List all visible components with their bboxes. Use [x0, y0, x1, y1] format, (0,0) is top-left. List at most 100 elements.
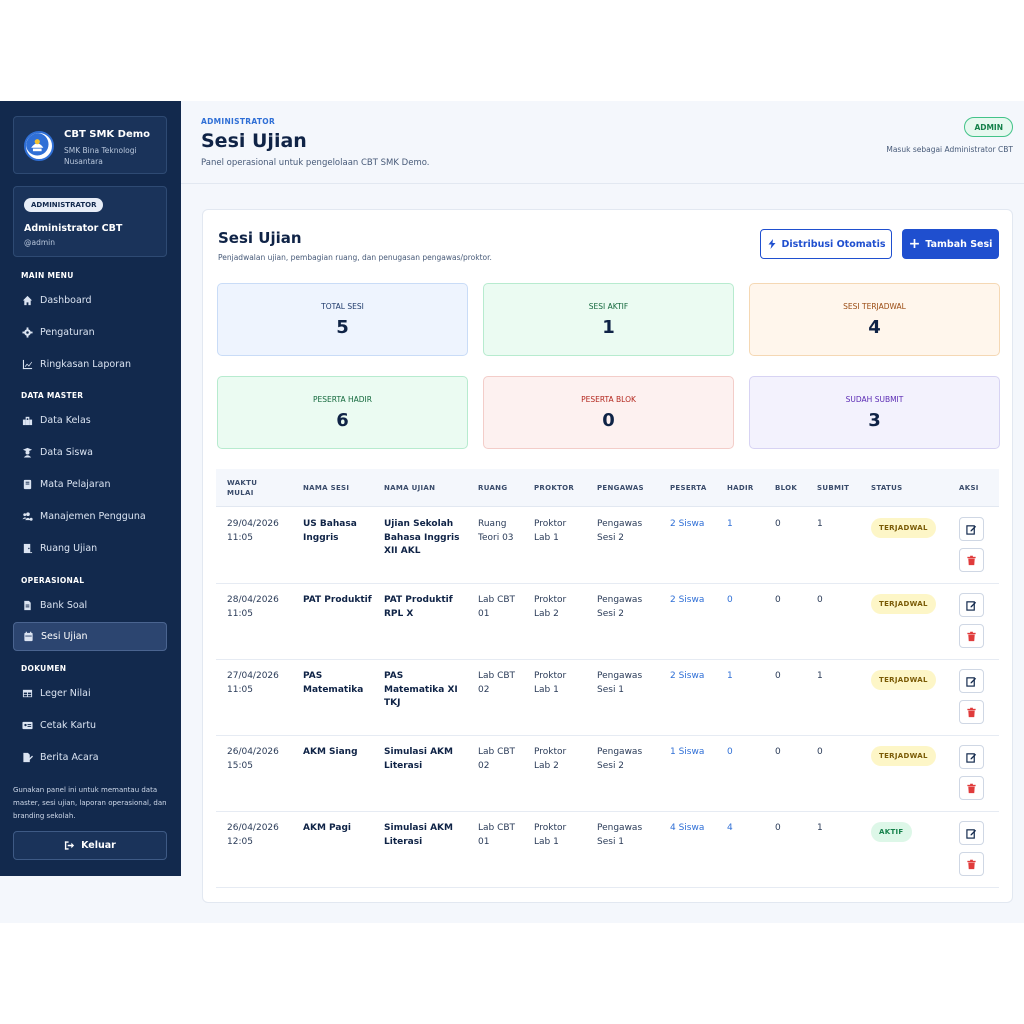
sidebar-item-leger-nilai[interactable]: Leger Nilai — [13, 679, 167, 708]
cell-nama-ujian: Simulasi AKM Literasi — [384, 747, 453, 771]
sidebar-item-label: Mata Pelajaran — [40, 479, 111, 490]
sidebar-item-label: Ruang Ujian — [40, 543, 98, 554]
cell-hadir: 1 — [727, 519, 733, 529]
logout-button[interactable]: Keluar — [13, 831, 167, 860]
stat-label: SUDAH SUBMIT — [845, 395, 904, 404]
cell-nama-ujian: Simulasi AKM Literasi — [384, 823, 453, 847]
tambah-sesi-label: Tambah Sesi — [925, 238, 993, 250]
status-badge: TERJADWAL — [871, 518, 936, 538]
page-title: Sesi Ujian — [201, 130, 307, 152]
cell-ruang: Ruang Teori 03 — [478, 519, 514, 543]
sidebar-item-ruang-ujian[interactable]: Ruang Ujian — [13, 534, 167, 563]
delete-button[interactable] — [959, 624, 984, 648]
cell-hadir: 1 — [727, 671, 733, 681]
stat-label: PESERTA HADIR — [313, 395, 372, 404]
section-dokumen: DOKUMEN — [21, 664, 67, 673]
cell-blok: 0 — [775, 671, 781, 681]
users-cog-icon — [21, 511, 33, 523]
table-row: 28/04/2026 11:05 PAT Produktif PAT Produ… — [216, 584, 999, 660]
edit-button[interactable] — [959, 517, 984, 541]
th-blok: BLOK — [775, 484, 798, 492]
edit-button[interactable] — [959, 745, 984, 769]
edit-button[interactable] — [959, 821, 984, 845]
tambah-sesi-button[interactable]: + Tambah Sesi — [902, 229, 999, 259]
sidebar-item-data-siswa[interactable]: Data Siswa — [13, 438, 167, 467]
edit-button[interactable] — [959, 669, 984, 693]
section-data-master: DATA MASTER — [21, 391, 84, 400]
table-row: 26/04/2026 12:05 AKM Pagi Simulasi AKM L… — [216, 812, 999, 888]
home-icon — [21, 295, 33, 307]
cell-pengawas: Pengawas Sesi 2 — [597, 519, 643, 543]
sidebar-item-label: Data Siswa — [40, 447, 93, 458]
cell-ruang: Lab CBT 01 — [478, 595, 516, 619]
trash-icon — [967, 555, 976, 565]
stat-label: SESI AKTIF — [588, 302, 629, 311]
sidebar-item-dashboard[interactable]: Dashboard — [13, 286, 167, 315]
user-graduate-icon — [21, 447, 33, 459]
status-badge: TERJADWAL — [871, 594, 936, 614]
cell-waktu: 27/04/2026 11:05 — [227, 671, 279, 695]
sidebar-item-manajemen-pengguna[interactable]: Manajemen Pengguna — [13, 502, 167, 531]
stat-sesi-aktif: SESI AKTIF 1 — [483, 283, 734, 356]
th-submit: SUBMIT — [817, 484, 850, 492]
cell-proktor: Proktor Lab 1 — [534, 823, 567, 847]
cell-peserta: 4 Siswa — [670, 823, 705, 833]
stat-sesi-terjadwal: SESI TERJADWAL 4 — [749, 283, 1000, 356]
distribusi-label: Distribusi Otomatis — [781, 238, 886, 250]
cell-peserta: 2 Siswa — [670, 595, 705, 605]
stat-peserta-hadir: PESERTA HADIR 6 — [217, 376, 468, 449]
cell-submit: 0 — [817, 595, 823, 605]
file-signature-icon — [21, 752, 33, 764]
cell-submit: 1 — [817, 671, 823, 681]
delete-button[interactable] — [959, 852, 984, 876]
th-nama-ujian: NAMA UJIAN — [384, 484, 436, 492]
stat-label: PESERTA BLOK — [581, 395, 636, 404]
cell-pengawas: Pengawas Sesi 1 — [597, 671, 643, 695]
sidebar-item-label: Bank Soal — [40, 600, 88, 611]
role-badge: ADMIN — [964, 117, 1013, 137]
cell-nama-sesi: PAT Produktif — [303, 595, 372, 605]
brand-subtitle: SMK Bina Teknologi Nusantara — [64, 146, 137, 166]
login-as-text: Masuk sebagai Administrator CBT — [886, 145, 1013, 154]
th-peserta: PESERTA — [670, 484, 707, 492]
delete-button[interactable] — [959, 776, 984, 800]
cell-peserta: 1 Siswa — [670, 747, 705, 757]
table-header: WAKTU MULAI NAMA SESI NAMA UJIAN RUANG P… — [216, 469, 999, 507]
sidebar-item-ringkasan-laporan[interactable]: Ringkasan Laporan — [13, 350, 167, 379]
edit-button[interactable] — [959, 593, 984, 617]
distribusi-otomatis-button[interactable]: Distribusi Otomatis — [760, 229, 892, 259]
sidebar-item-data-kelas[interactable]: Data Kelas — [13, 406, 167, 435]
delete-button[interactable] — [959, 700, 984, 724]
user-role-badge: ADMINISTRATOR — [24, 198, 104, 212]
user-card: ADMINISTRATOR Administrator CBT @admin — [13, 186, 167, 257]
cell-peserta: 2 Siswa — [670, 671, 705, 681]
stat-value: 6 — [336, 410, 349, 431]
sidebar-item-cetak-kartu[interactable]: Cetak Kartu — [13, 711, 167, 740]
table-row: 27/04/2026 11:05 PAS Matematika PAS Mate… — [216, 660, 999, 736]
cell-ruang: Lab CBT 02 — [478, 747, 516, 771]
sidebar-item-pengaturan[interactable]: Pengaturan — [13, 318, 167, 347]
cell-waktu: 29/04/2026 11:05 — [227, 519, 279, 543]
edit-icon — [966, 752, 977, 763]
cell-submit: 1 — [817, 823, 823, 833]
stat-sudah-submit: SUDAH SUBMIT 3 — [749, 376, 1000, 449]
sidebar-item-label: Dashboard — [40, 295, 92, 306]
school-icon — [21, 415, 33, 427]
cell-pengawas: Pengawas Sesi 2 — [597, 747, 643, 771]
stat-value: 1 — [602, 317, 615, 338]
status-badge: TERJADWAL — [871, 746, 936, 766]
sidebar-item-mata-pelajaran[interactable]: Mata Pelajaran — [13, 470, 167, 499]
sign-out-icon — [65, 841, 75, 850]
card-title: Sesi Ujian — [218, 229, 302, 247]
stat-value: 0 — [602, 410, 615, 431]
delete-button[interactable] — [959, 548, 984, 572]
table-icon — [21, 688, 33, 700]
school-logo-icon — [24, 131, 54, 161]
stat-label: SESI TERJADWAL — [843, 302, 906, 311]
cell-pengawas: Pengawas Sesi 2 — [597, 595, 643, 619]
cell-nama-ujian: PAS Matematika XI TKJ — [384, 671, 458, 708]
sidebar-item-sesi-ujian[interactable]: Sesi Ujian — [13, 622, 167, 651]
sidebar-item-bank-soal[interactable]: Bank Soal — [13, 591, 167, 620]
sidebar-note: Gunakan panel ini untuk memantau data ma… — [13, 786, 167, 820]
sidebar-item-berita-acara[interactable]: Berita Acara — [13, 743, 167, 772]
